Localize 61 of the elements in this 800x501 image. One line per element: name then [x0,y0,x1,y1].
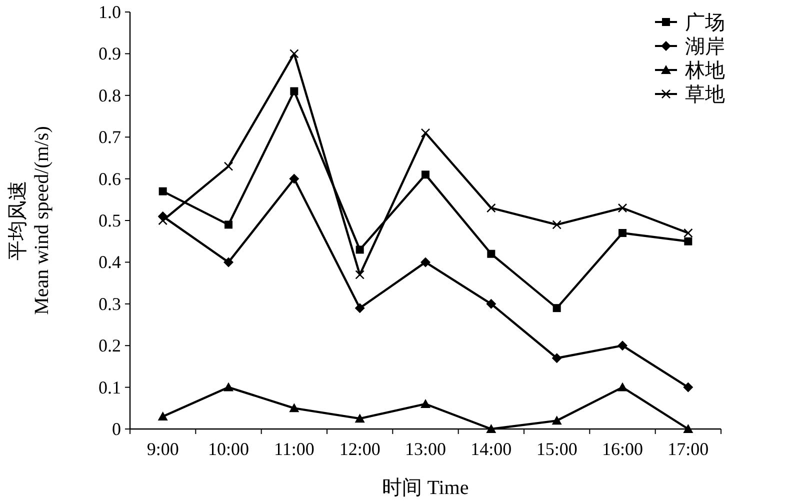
x-tick-label: 15:00 [536,439,578,459]
point [486,203,496,213]
x-tick-label: 16:00 [602,439,644,459]
y-tick-label: 0.7 [98,127,121,148]
x-tick-label: 17:00 [668,439,709,459]
y-tick-label: 0.1 [98,377,121,398]
y-tick-label: 0.9 [98,44,121,64]
point [289,174,300,184]
point [289,403,300,412]
point [355,270,364,280]
point [552,353,562,364]
x-tick-label: 12:00 [339,439,380,459]
point [420,257,430,268]
point [224,162,234,171]
point [618,340,628,351]
y-axis-title: 平均风速 Mean wind speed/(m/s) [7,126,53,315]
y-tick-label: 0.8 [98,85,121,106]
point [552,220,562,230]
y-tick-label: 0.3 [98,294,121,314]
point [158,216,168,226]
point [224,382,234,392]
point [683,424,694,433]
point [354,303,365,314]
x-tick-label: 9:00 [146,439,179,459]
point [552,416,562,425]
x-tick-label: 11:00 [274,439,314,459]
point [618,229,626,238]
y-tick-label: 0.6 [98,168,121,189]
legend-label: 广场 [685,12,725,34]
point [487,250,496,258]
point [290,87,298,96]
point [290,49,299,58]
point [486,298,496,309]
point [486,424,496,433]
y-tick-label: 1.0 [98,2,121,22]
point [422,170,430,179]
x-tick-label: 13:00 [404,439,446,459]
legend-label: 草地 [685,84,725,106]
y-tick-label: 0.5 [98,210,121,230]
point [684,237,692,246]
y-tick-label: 0.4 [98,252,121,272]
legend-label: 林地 [684,60,725,82]
x-tick-label: 14:00 [470,439,512,459]
point [158,187,167,196]
point [552,304,561,312]
point [420,398,430,408]
point [224,257,234,268]
point [684,228,693,238]
point [224,220,232,229]
legend-label: 湖岸 [685,36,725,58]
y-tick-label: 0.2 [98,336,121,356]
point [420,128,430,138]
y-tick-label: 0 [112,419,121,439]
point [354,414,365,423]
point [618,382,628,392]
point [158,411,168,420]
point [618,203,628,213]
x-tick-label: 10:00 [208,439,250,459]
point [683,382,694,392]
x-axis-title: 时间 Time [382,477,469,499]
point [356,246,364,254]
